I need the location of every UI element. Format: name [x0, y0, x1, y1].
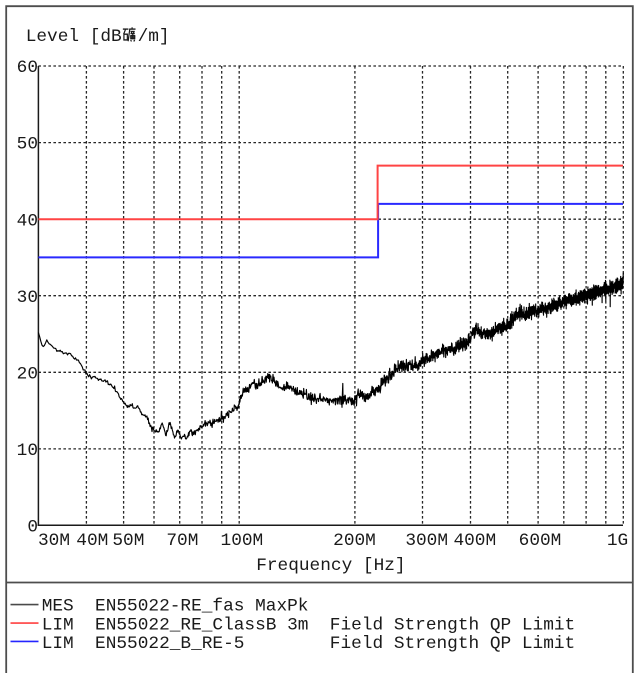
svg-text:1G: 1G: [607, 531, 628, 551]
svg-text:100M: 100M: [221, 531, 264, 551]
svg-text:50: 50: [17, 135, 38, 155]
svg-text:40M: 40M: [76, 531, 108, 551]
svg-text:Frequency [Hz]: Frequency [Hz]: [256, 556, 405, 576]
svg-text:LIM EN55022_B_RE-5 Fie: LIM EN55022_B_RE-5 Field Strength QP Lim…: [42, 634, 576, 654]
svg-text:50M: 50M: [112, 531, 144, 551]
svg-text:30M: 30M: [38, 531, 70, 551]
svg-text:400M: 400M: [453, 531, 496, 551]
svg-text:/m]: /m]: [138, 27, 170, 47]
svg-text:200M: 200M: [333, 531, 376, 551]
svg-text:300M: 300M: [405, 531, 448, 551]
svg-text:10: 10: [17, 441, 38, 461]
svg-text:30: 30: [17, 288, 38, 308]
svg-text:600M: 600M: [519, 531, 562, 551]
svg-text:Level [dB: Level [dB: [26, 27, 122, 47]
svg-text:60: 60: [17, 58, 38, 78]
svg-text:LIM EN55022_RE_ClassB 3m Fie: LIM EN55022_RE_ClassB 3m Field Strength …: [42, 615, 576, 635]
svg-text:MES EN55022-RE_fas MaxPk: MES EN55022-RE_fas MaxPk: [42, 597, 309, 617]
svg-text:70M: 70M: [166, 531, 198, 551]
svg-text:40: 40: [17, 211, 38, 231]
svg-text:20: 20: [17, 364, 38, 384]
svg-text:0: 0: [27, 518, 38, 538]
